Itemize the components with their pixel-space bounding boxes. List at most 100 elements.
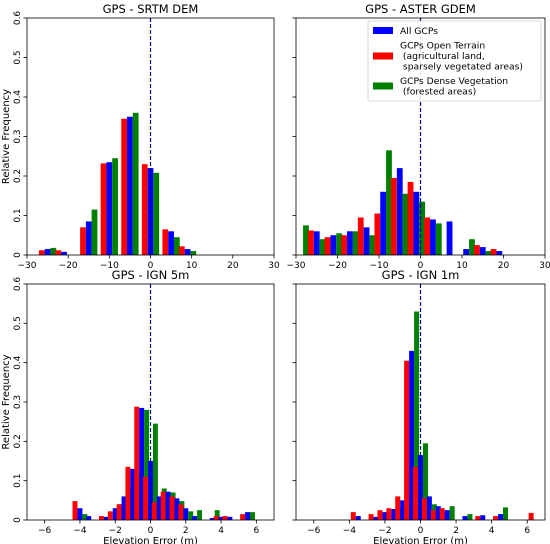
bar <box>153 172 160 255</box>
bar <box>418 455 423 520</box>
bar <box>80 227 86 255</box>
bar <box>38 250 45 255</box>
x-tick-label: −10 <box>370 261 389 271</box>
bar <box>386 150 392 255</box>
bar <box>407 181 414 255</box>
bar <box>493 516 499 520</box>
bar <box>160 491 166 520</box>
legend-label: GCPs Dense Vegetation (forested areas) <box>400 76 508 98</box>
bar <box>369 235 376 255</box>
bar <box>121 496 127 520</box>
bar <box>55 250 62 255</box>
bar <box>444 510 450 520</box>
bar <box>350 512 356 520</box>
bar <box>421 498 427 520</box>
bar <box>82 514 88 520</box>
x-tick-label: 6 <box>253 526 259 536</box>
bar <box>190 251 197 255</box>
bar <box>162 229 169 255</box>
bar <box>422 443 428 520</box>
bar <box>141 164 148 255</box>
bar <box>400 500 406 520</box>
bar <box>395 496 401 520</box>
bar <box>485 251 492 255</box>
bar <box>209 518 215 520</box>
bar <box>139 407 145 520</box>
bars-group <box>38 112 197 255</box>
bar <box>250 512 255 520</box>
bar <box>490 249 497 255</box>
legend-label: GCPs Open Terrain (agricultural land, sp… <box>400 41 523 73</box>
x-tick-label: 20 <box>227 261 239 271</box>
bar <box>449 506 455 520</box>
x-tick-label: −2 <box>378 526 391 536</box>
bar <box>426 496 432 520</box>
bar <box>374 213 381 255</box>
bar <box>222 516 228 520</box>
bars-group <box>303 150 503 256</box>
bar <box>112 508 118 520</box>
x-tick-label: −2 <box>109 526 122 536</box>
x-tick-label: 4 <box>218 526 224 536</box>
x-tick-label: 0 <box>418 261 424 271</box>
bar <box>414 311 420 520</box>
y-tick-label: 0 <box>13 252 23 258</box>
bar <box>98 516 104 520</box>
bar <box>178 504 184 520</box>
bar <box>435 506 441 520</box>
bar <box>130 468 136 520</box>
legend-swatch <box>373 27 393 34</box>
x-tick-label: −6 <box>307 526 321 536</box>
bar <box>151 502 157 520</box>
legend-box <box>367 20 542 102</box>
legend: All GCPs GCPs Open Terrain (agricultural … <box>367 20 542 102</box>
bar <box>303 225 309 256</box>
bar <box>44 249 51 255</box>
bar <box>386 508 392 520</box>
bar <box>169 496 175 520</box>
bar <box>446 221 453 255</box>
bar <box>61 251 67 255</box>
bar <box>106 162 113 255</box>
y-tick-label: 0.1 <box>13 474 23 488</box>
bar <box>188 511 194 520</box>
bar <box>319 239 326 255</box>
x-tick-label: 0 <box>148 526 154 536</box>
x-axis-label: Elevation Error (m) <box>373 536 468 544</box>
legend-label-line: sparsely vegetated areas) <box>400 62 523 73</box>
x-tick-label: 6 <box>524 526 530 536</box>
x-tick-label: 30 <box>268 261 280 271</box>
x-tick-label: −30 <box>287 261 306 271</box>
bar <box>363 227 370 255</box>
bar <box>227 516 233 520</box>
bar <box>430 510 436 520</box>
y-tick-label: 0.5 <box>13 316 23 330</box>
bar <box>373 516 379 520</box>
bar <box>213 516 219 520</box>
bars-group <box>72 406 255 520</box>
bar <box>103 516 109 520</box>
bar <box>413 466 419 520</box>
bar <box>107 511 113 520</box>
bar <box>184 249 191 255</box>
y-tick-label: 0.2 <box>13 169 23 183</box>
bar <box>396 168 403 255</box>
bar <box>357 217 364 255</box>
panel-2: −30 −20 −10 0 10 20 30 GPS - ASTER GDEM <box>287 2 550 271</box>
bar <box>498 514 504 520</box>
bar <box>528 512 534 520</box>
bar <box>218 516 224 520</box>
legend-swatch <box>373 82 393 90</box>
bar <box>165 491 171 520</box>
bar <box>121 118 128 255</box>
bar <box>496 251 503 255</box>
legend-label-line: All GCPs <box>400 26 438 37</box>
bar <box>132 112 139 255</box>
bar <box>503 507 509 520</box>
bar <box>134 406 140 520</box>
bar <box>127 116 133 255</box>
bar <box>178 246 185 255</box>
x-tick-label: 2 <box>453 526 459 536</box>
panel-4: −6 −4 −2 0 2 4 6 GPS - IGN 1m Elevation Error (m… <box>292 268 546 544</box>
